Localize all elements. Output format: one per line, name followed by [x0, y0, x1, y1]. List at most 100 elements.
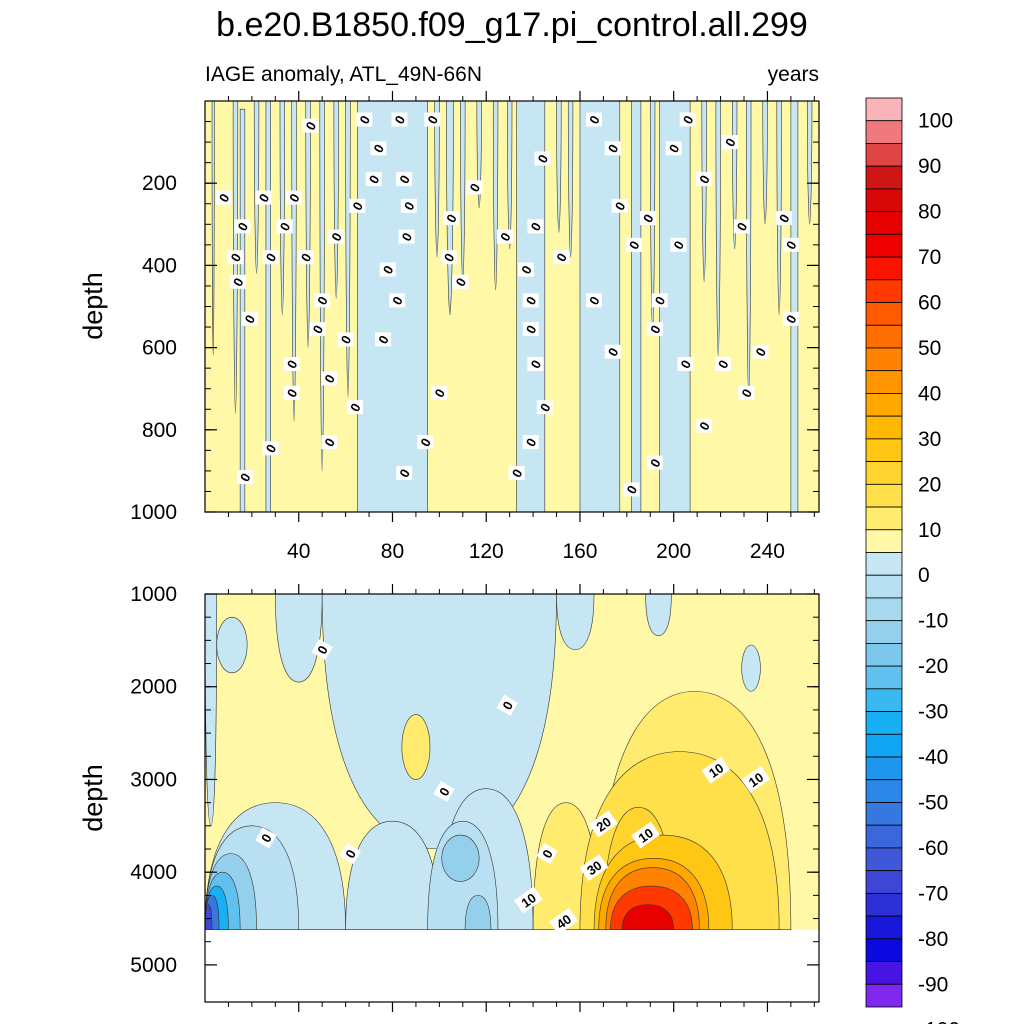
colorbar-box — [865, 597, 903, 622]
top-negative-region — [211, 101, 215, 357]
svg-text:10: 10 — [518, 890, 538, 911]
svg-text:10: 10 — [636, 825, 656, 846]
contour-label: 0 — [229, 274, 247, 289]
ytick-label: 5000 — [130, 954, 177, 977]
top-negative-region — [715, 101, 721, 357]
colorbar-box — [865, 711, 903, 735]
top-negative-region — [507, 101, 513, 250]
xtick-label: 240 — [750, 540, 785, 563]
colorbar-box — [865, 393, 903, 417]
colorbar-label: 40 — [918, 382, 941, 405]
colorbar-label: 10 — [918, 519, 941, 542]
contour-label: 0 — [391, 112, 408, 127]
contour-label: 0 — [665, 141, 682, 155]
contour-label: 40 — [549, 907, 578, 935]
top-negative-region — [253, 101, 260, 274]
ytick-label: 1000 — [130, 501, 177, 524]
svg-text:30: 30 — [584, 858, 604, 879]
top-negative-region — [345, 101, 351, 398]
contour-label: 20 — [588, 810, 618, 838]
contour-label: 0 — [339, 843, 361, 865]
contour-label: 0 — [283, 357, 300, 371]
contour-label: 0 — [328, 229, 345, 244]
contour-label: 0 — [236, 470, 254, 484]
contour-label: 0 — [321, 435, 338, 449]
colorbar-box — [865, 370, 903, 394]
contour-label: 0 — [677, 357, 694, 371]
colorbar-box — [865, 529, 903, 553]
contour-label: 0 — [417, 435, 434, 449]
xtick-label: 200 — [656, 540, 691, 563]
contour-label: 0 — [400, 198, 418, 213]
contour-label: 0 — [398, 229, 415, 244]
top-negative-region — [319, 101, 325, 472]
contour-label: 0 — [424, 112, 441, 127]
contour-label: 0 — [255, 827, 277, 849]
colorbar-box — [865, 938, 903, 962]
contour-label: 10 — [513, 886, 543, 914]
colorbar-box — [865, 802, 903, 826]
colorbar-box — [865, 438, 903, 463]
contour-label: 0 — [527, 219, 544, 233]
colorbar-box — [865, 143, 903, 167]
colorbar-box — [865, 165, 903, 190]
contour-label: 0 — [604, 141, 622, 155]
contour-label: 0 — [433, 781, 455, 803]
contour-label: 0 — [522, 322, 539, 336]
top-negative-region — [460, 101, 466, 283]
contour-label: 0 — [752, 344, 769, 359]
top-negative-region — [631, 101, 642, 512]
colorbar-box — [865, 279, 903, 303]
contour-label: 0 — [536, 400, 554, 414]
contour-label: 0 — [321, 371, 338, 386]
chart-title: b.e20.B1850.f09_g17.pi_control.all.299 — [216, 6, 808, 44]
top-negative-region — [806, 101, 813, 225]
colorbar-label: -90 — [918, 973, 948, 996]
top-negative-region — [762, 101, 768, 225]
contour-label: 0 — [508, 465, 525, 480]
contour-label: 0 — [227, 250, 244, 264]
colorbar-box — [865, 643, 903, 667]
colorbar-box — [865, 256, 903, 281]
contour-label: 0 — [337, 332, 354, 347]
contour-label: 0 — [396, 465, 413, 480]
contour-label: 0 — [443, 211, 460, 225]
colorbar-box — [865, 733, 903, 758]
colorbar-box — [865, 233, 903, 258]
svg-text:20: 20 — [593, 814, 613, 835]
contour-label: 10 — [741, 766, 771, 793]
colorbar-box — [865, 620, 903, 644]
top-negative-region — [333, 101, 339, 299]
bottom-contour-region — [216, 616, 248, 674]
xtick-label: 120 — [469, 540, 504, 563]
contour-label: 0 — [370, 141, 387, 155]
top-negative-region — [291, 101, 297, 422]
bottom-contour-region — [741, 644, 761, 692]
contour-label: 0 — [375, 332, 392, 347]
ytick-label: 200 — [142, 172, 177, 195]
colorbar-box — [865, 870, 903, 894]
colorbar-label: -70 — [918, 882, 948, 905]
contour-label: 0 — [431, 385, 448, 400]
contour-label: 0 — [696, 418, 713, 433]
top-negative-region — [659, 101, 691, 512]
contour-label: 0 — [309, 322, 326, 336]
colorbar-label: -30 — [918, 701, 948, 724]
bottom-panel: 0 0 0 0 0 0 10 10 20 10 30 10 40 1000 2000 3000 4000 500… — [78, 583, 820, 1012]
colorbar-box — [865, 324, 903, 349]
colorbar-label: 0 — [918, 564, 930, 587]
colorbar-label: 30 — [918, 428, 941, 451]
top-contour-fill — [205, 101, 819, 512]
contour-label: 0 — [651, 293, 668, 307]
contour-label: 0 — [536, 843, 558, 865]
svg-text:10: 10 — [706, 760, 726, 781]
colorbar: 1009080706050403020100-10-20-30-40-50-60… — [865, 97, 960, 1024]
contour-label: 0 — [286, 190, 303, 205]
colorbar-label: 20 — [918, 473, 941, 496]
contour-label: 30 — [579, 854, 609, 881]
colorbar-label: -100 — [918, 1019, 960, 1024]
colorbar-box — [865, 824, 903, 849]
contour-label: 0 — [496, 229, 514, 244]
